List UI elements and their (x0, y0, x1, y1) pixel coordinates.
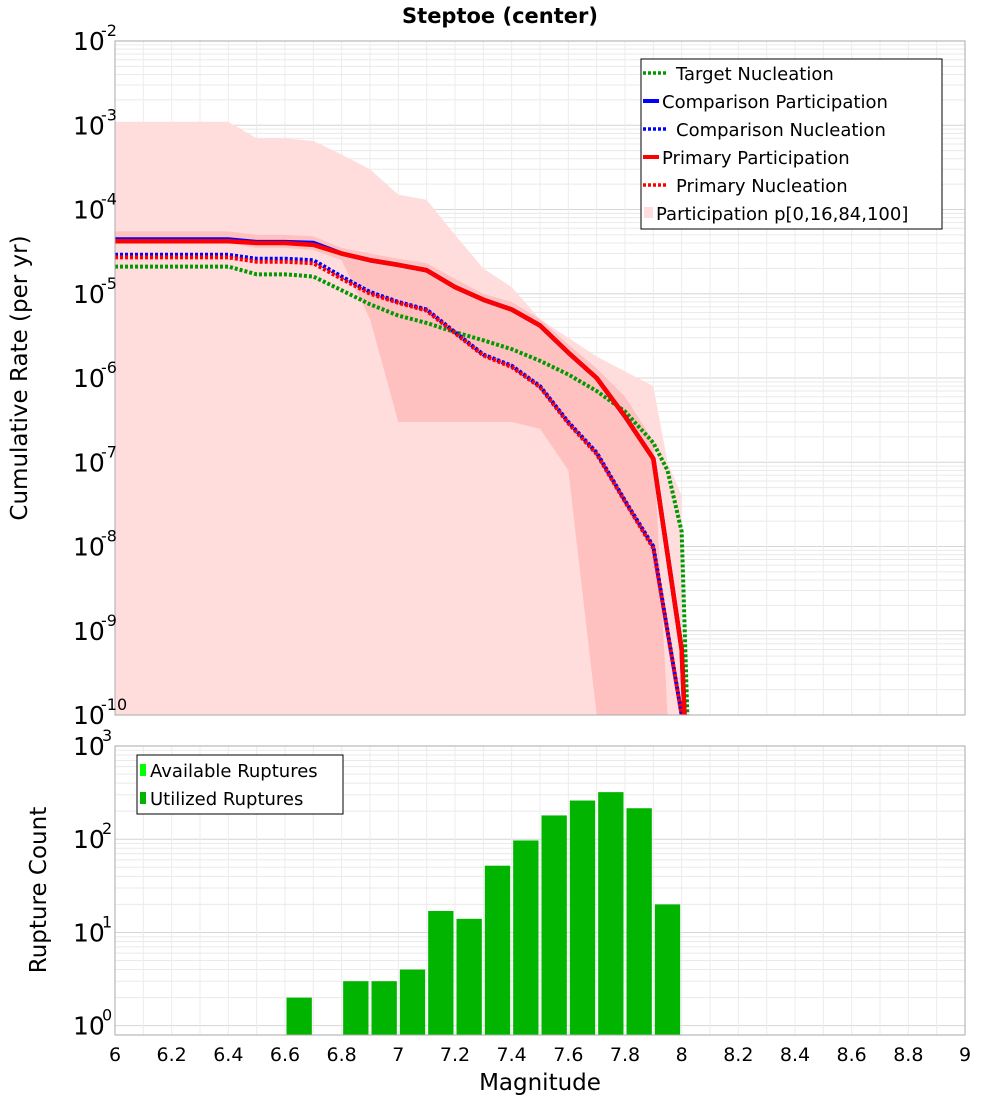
rupture-bar (541, 815, 567, 1035)
top-plot-frame (114, 40, 966, 716)
top-legend: Target Nucleation Comparison Participati… (640, 58, 943, 230)
x-axis-label: Magnitude (479, 1070, 601, 1096)
rupture-bar (286, 997, 312, 1035)
rupture-bar (598, 792, 624, 1035)
top-y-tick-exponent: -10 (101, 695, 127, 714)
chart-title: Steptoe (center) (402, 4, 598, 28)
legend-swatch-utilized-ruptures (140, 792, 146, 804)
x-tick-label: 7.6 (553, 1044, 583, 1066)
x-tick-label: 6.6 (270, 1044, 300, 1066)
x-tick-label: 6.4 (213, 1044, 243, 1066)
x-tick-label: 8.6 (837, 1044, 867, 1066)
series-target-nucleation (115, 264, 690, 716)
x-tick-label: 8.8 (893, 1044, 923, 1066)
rupture-bar (654, 904, 681, 1035)
bottom-y-axis-label: Rupture Count (26, 807, 52, 973)
x-tick-label: 8.2 (723, 1044, 753, 1066)
legend-label-primary-participation: Primary Participation (662, 148, 850, 169)
participation-band-16-84 (115, 231, 668, 715)
x-tick-label: 8 (676, 1044, 688, 1066)
legend-swatch-participation-band (644, 207, 653, 218)
rupture-bar (399, 969, 426, 1035)
x-tick-label: 7.4 (497, 1044, 527, 1066)
top-y-tick-label: 10 (73, 111, 105, 140)
rupture-bar (513, 840, 539, 1035)
legend-label-participation-band: Participation p[0,16,84,100] (656, 204, 908, 225)
legend-label-comparison-participation: Comparison Participation (662, 92, 888, 113)
x-tick-label: 7.8 (610, 1044, 640, 1066)
rupture-bar (456, 918, 482, 1035)
top-y-tick-exponent: -7 (101, 442, 117, 461)
legend-label-comparison-nucleation: Comparison Nucleation (676, 120, 886, 141)
x-tick-label: 8.4 (780, 1044, 810, 1066)
bottom-y-tick-label: 10 (73, 918, 105, 947)
legend-label-target-nucleation: Target Nucleation (675, 64, 834, 85)
legend-label-utilized-ruptures: Utilized Ruptures (150, 789, 303, 810)
x-tick-label: 9 (959, 1044, 971, 1066)
x-tick-label: 6 (109, 1044, 121, 1066)
top-y-tick-label: 10 (73, 701, 105, 730)
top-y-tick-label: 10 (73, 27, 105, 56)
x-tick-label: 7.2 (440, 1044, 470, 1066)
bottom-plot-frame (114, 745, 966, 1036)
rupture-bar (343, 981, 369, 1035)
top-legend-box (640, 58, 943, 230)
top-y-tick-exponent: -5 (101, 274, 117, 293)
bottom-legend-box (136, 754, 344, 815)
top-y-tick-exponent: -2 (101, 21, 117, 40)
x-tick-label: 7 (392, 1044, 404, 1066)
rate-series (115, 237, 690, 716)
legend-label-primary-nucleation: Primary Nucleation (676, 176, 848, 197)
top-y-axis-label: Cumulative Rate (per yr) (7, 235, 33, 520)
top-y-tick-exponent: -9 (101, 611, 117, 630)
bottom-y-tick-exponent: 2 (102, 819, 112, 838)
top-y-tick-exponent: -6 (101, 358, 117, 377)
bottom-y-tick-exponent: 1 (102, 912, 112, 931)
rupture-bar (371, 981, 397, 1035)
top-y-tick-label: 10 (73, 448, 105, 477)
top-y-tick-label: 10 (73, 617, 105, 646)
bottom-y-tick-exponent: 0 (102, 1006, 112, 1025)
x-tick-label: 6.2 (157, 1044, 187, 1066)
bottom-legend: Available Ruptures Utilized Ruptures (136, 754, 344, 815)
x-tick-labels: 6 6.2 6.4 6.6 6.8 7 7.2 7.4 7.6 7.8 8 8.2 8.4 8.6 8.8 9 (109, 1044, 971, 1066)
bottom-y-tick-exponent: 3 (102, 726, 112, 745)
bottom-y-tick-label: 10 (73, 1012, 105, 1041)
legend-swatch-available-ruptures (140, 764, 146, 776)
top-y-tick-exponent: -4 (101, 190, 117, 209)
rupture-count-bars (286, 792, 681, 1035)
series-primary-nucleation (115, 255, 684, 716)
rupture-bar (569, 800, 596, 1035)
participation-bands (115, 121, 682, 715)
bottom-y-tick-label: 10 (73, 825, 105, 854)
x-tick-label: 6.8 (327, 1044, 357, 1066)
bottom-y-tick-label: 10 (73, 732, 105, 761)
legend-label-available-ruptures: Available Ruptures (150, 761, 318, 782)
rupture-bar (484, 865, 511, 1035)
series-primary-participation (115, 238, 687, 716)
top-y-tick-label: 10 (73, 533, 105, 562)
rupture-bar (428, 910, 454, 1035)
top-y-tick-exponent: -3 (101, 105, 117, 124)
top-y-tick-label: 10 (73, 280, 105, 309)
top-y-tick-label: 10 (73, 364, 105, 393)
top-y-tick-label: 10 (73, 196, 105, 225)
top-y-tick-exponent: -8 (101, 527, 117, 546)
rupture-bar (626, 808, 652, 1035)
